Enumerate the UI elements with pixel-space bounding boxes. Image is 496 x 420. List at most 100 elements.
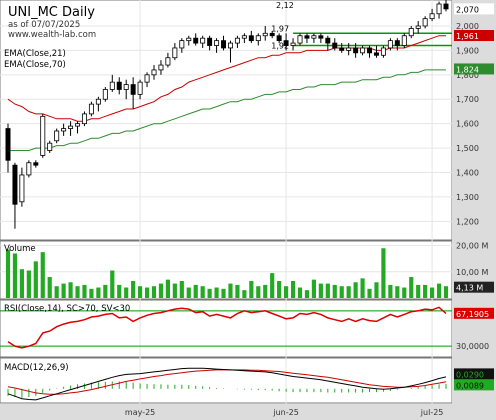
- candle-body: [262, 32, 268, 37]
- candle-body: [367, 47, 373, 54]
- volume-bar: [256, 286, 261, 298]
- volume-bar: [19, 269, 24, 298]
- date-tick-label: jun-25: [272, 408, 298, 417]
- rsi-line: [7, 306, 447, 349]
- volume-bar: [409, 277, 414, 298]
- volume-bar: [249, 280, 254, 298]
- candle-body: [12, 164, 18, 205]
- candle-body: [241, 35, 247, 39]
- volume-bar: [33, 261, 38, 298]
- candle-body: [373, 52, 379, 56]
- level-label: 1,97: [271, 24, 289, 33]
- candle-body: [394, 40, 400, 46]
- candle-body: [339, 47, 345, 51]
- volume-bars: [5, 248, 449, 298]
- volume-bar: [186, 287, 191, 298]
- candle-body: [61, 128, 67, 132]
- volume-bar: [124, 287, 129, 298]
- candle-body: [40, 115, 46, 156]
- volume-bar: [297, 287, 303, 298]
- volume-bar: [82, 284, 87, 298]
- candle-body: [54, 130, 60, 142]
- volume-bar: [179, 280, 184, 298]
- candle-body: [436, 3, 442, 15]
- candle-body: [200, 37, 206, 44]
- volume-bar: [40, 252, 45, 298]
- volume-bar: [172, 283, 177, 298]
- candle-body: [360, 47, 366, 54]
- candle-body: [165, 57, 171, 66]
- last-price-tag: 2,070: [456, 5, 479, 14]
- candle-body: [68, 125, 74, 129]
- candle-body: [387, 40, 393, 49]
- candle-body: [172, 47, 178, 59]
- volume-bar: [339, 286, 344, 298]
- candle-body: [193, 37, 199, 44]
- rsi-label: RSI(Close,14), SC>70, SV<30: [4, 304, 130, 314]
- volume-bar: [284, 286, 289, 298]
- candle-body: [33, 162, 39, 166]
- price-tick-label: 1,900: [456, 46, 479, 55]
- volume-last-tag: 4,13 M: [456, 284, 483, 293]
- volume-bar: [290, 280, 296, 298]
- volume-bar: [61, 283, 66, 298]
- candle-body: [269, 32, 275, 37]
- volume-bar: [388, 284, 393, 298]
- candle-body: [47, 142, 53, 151]
- candle-body: [88, 103, 94, 115]
- candle-body: [151, 69, 157, 76]
- ema-long-tag: 1,824: [456, 65, 479, 74]
- candle-body: [130, 84, 136, 95]
- candles: [5, 0, 449, 229]
- rsi-last-tag-bg: [454, 307, 494, 319]
- candle-body: [221, 40, 227, 49]
- volume-bar: [221, 288, 226, 298]
- volume-bar: [103, 284, 108, 298]
- candle-body: [422, 18, 428, 27]
- candle-body: [158, 64, 164, 71]
- macd-label: MACD(12,26,9): [4, 363, 69, 373]
- candle-body: [95, 98, 101, 105]
- volume-bar: [346, 286, 351, 298]
- candle-body: [5, 128, 11, 161]
- price-levels: 1,97 1,92: [271, 24, 452, 51]
- candle-body: [380, 47, 386, 56]
- volume-bar: [381, 248, 386, 298]
- ema-short-line: [7, 35, 446, 122]
- date-tick-label: jul-25: [420, 408, 444, 417]
- volume-bar: [26, 270, 31, 298]
- candle-body: [408, 28, 414, 37]
- price-tick-label: 1,400: [456, 169, 479, 178]
- site-label: www.wealth-lab.com: [8, 30, 96, 40]
- candle-body: [415, 25, 421, 29]
- volume-bar: [402, 287, 407, 298]
- candle-body: [276, 35, 282, 42]
- ema-long-line: [8, 69, 446, 151]
- volume-bar: [325, 283, 330, 298]
- price-tick-label: 1,300: [456, 193, 479, 202]
- volume-bar: [47, 277, 52, 298]
- ema-short-label: EMA(Close,21): [4, 49, 66, 59]
- volume-bar: [242, 290, 247, 298]
- volume-label: Volume: [4, 244, 36, 254]
- candle-body: [429, 13, 435, 20]
- rsi-tick-label: 30,0000: [456, 342, 489, 351]
- volume-bar: [416, 284, 421, 298]
- candle-body: [311, 35, 317, 39]
- candle-body: [234, 37, 240, 44]
- candle-body: [207, 37, 213, 46]
- volume-bar: [165, 279, 170, 298]
- volume-bar: [68, 282, 73, 298]
- candle-body: [186, 37, 192, 42]
- high-marker-label: 2,12: [276, 1, 294, 10]
- volume-bar: [374, 282, 379, 298]
- volume-bar: [117, 284, 122, 298]
- volume-bar: [158, 283, 164, 298]
- macd-hist-last-tag-bg: [454, 379, 494, 391]
- volume-bar: [131, 280, 136, 298]
- as-of-date: as of 07/07/2025: [8, 20, 80, 30]
- volume-bar: [277, 280, 282, 298]
- volume-bar: [96, 287, 101, 298]
- volume-bar: [270, 273, 275, 298]
- ema-long-label: EMA(Close,70): [4, 60, 66, 70]
